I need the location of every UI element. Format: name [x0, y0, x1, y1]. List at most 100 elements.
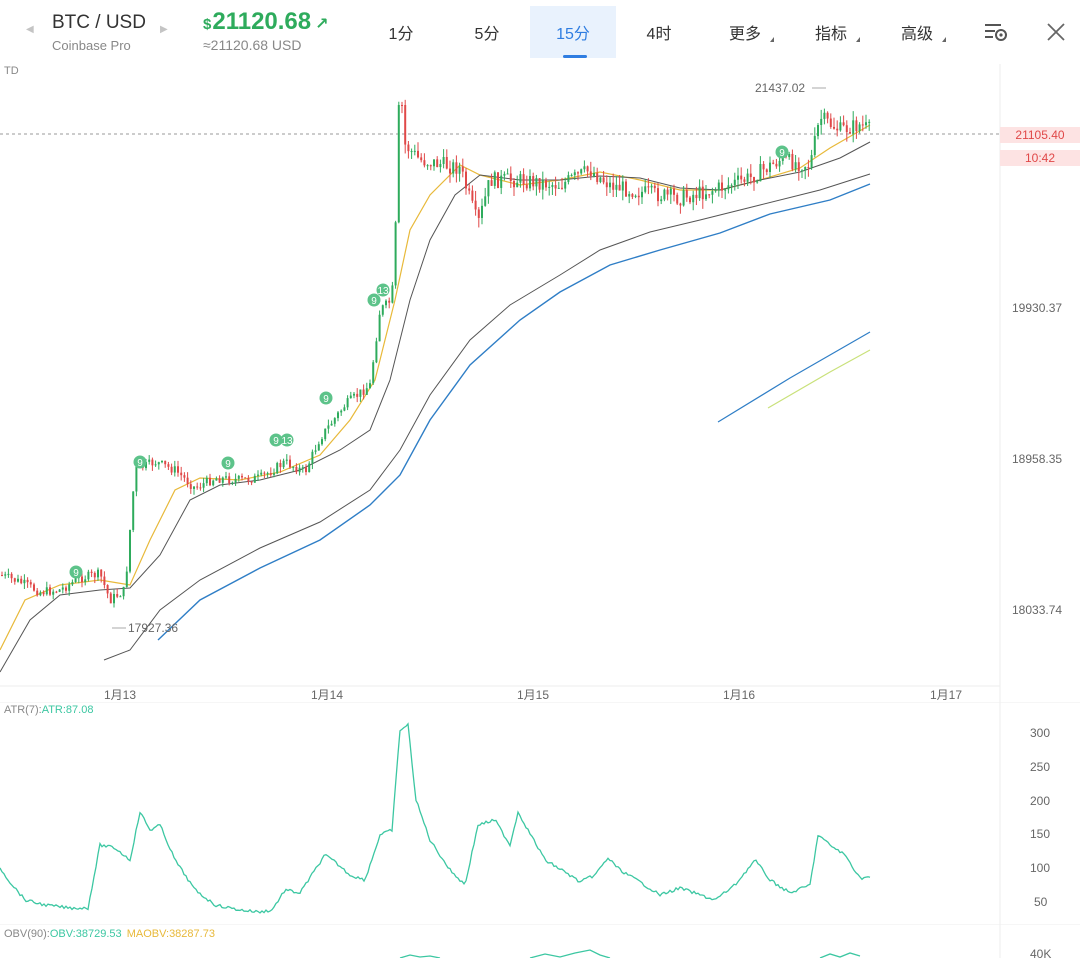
candle-body: [653, 185, 656, 189]
candle-body: [641, 191, 643, 198]
candle-body: [436, 159, 439, 168]
prev-pair-icon[interactable]: ◀: [26, 24, 34, 35]
candle-body: [177, 466, 179, 473]
candle-body: [221, 477, 224, 483]
candle-body: [295, 466, 298, 473]
candle-body: [500, 175, 503, 188]
candle-body: [205, 477, 208, 484]
candle-body: [353, 393, 355, 396]
candle-body: [231, 482, 234, 484]
candle-body: [721, 182, 723, 191]
candle-body: [125, 571, 128, 587]
candle-body: [452, 162, 455, 174]
tab-advanced[interactable]: 高级: [874, 6, 960, 58]
candle-body: [717, 182, 720, 191]
chart-settings-icon[interactable]: [982, 18, 1010, 46]
candle-body: [103, 576, 106, 586]
tab-more[interactable]: 更多: [702, 6, 788, 58]
obv-label: OBV(90):OBV:38729.53 MAOBV:38287.73: [4, 928, 215, 940]
tab-label: 15分: [556, 26, 590, 43]
candle-body: [855, 120, 858, 132]
candle-body: [343, 407, 346, 411]
atr-chart[interactable]: [0, 702, 1080, 924]
candle-body: [228, 476, 231, 484]
candle-body: [861, 124, 864, 126]
close-icon[interactable]: [1042, 18, 1070, 46]
candle-body: [698, 186, 701, 199]
candle-body: [823, 112, 826, 119]
candle-body: [490, 180, 493, 186]
candle-body: [765, 169, 768, 173]
candle-body: [244, 477, 247, 479]
candle-body: [820, 118, 823, 126]
obv-chart[interactable]: [0, 924, 1080, 958]
candle-body: [372, 362, 375, 384]
candle-body: [129, 529, 131, 572]
candle-body: [157, 462, 160, 465]
projection-line: [717, 331, 871, 423]
candle-body: [381, 305, 384, 315]
price-equivalent: ≈21120.68 USD: [203, 37, 302, 53]
candle-body: [407, 144, 410, 152]
tab-label: 更多: [728, 26, 761, 43]
candle-body: [583, 166, 586, 170]
candle-body: [724, 189, 727, 191]
candle-body: [433, 159, 435, 167]
candle-body: [202, 483, 205, 488]
candle-body: [375, 341, 378, 363]
candle-body: [817, 125, 819, 137]
candle-body: [554, 185, 557, 189]
pair-title[interactable]: BTC / USD: [52, 12, 146, 33]
candle-body: [845, 125, 848, 133]
candle-body: [215, 478, 218, 481]
header-bar: ◀ BTC / USD Coinbase Pro ▶ $ 21120.68 ↗ …: [0, 0, 1080, 64]
candle-body: [468, 188, 471, 191]
candle-body: [593, 173, 595, 177]
candle-body: [388, 300, 391, 303]
candle-body: [762, 164, 765, 170]
tab-15m[interactable]: 15分: [530, 6, 616, 58]
candle-body: [74, 578, 77, 583]
candle-body: [311, 451, 314, 464]
tab-label: 4时: [646, 26, 672, 43]
tab-4h[interactable]: 4时: [616, 6, 702, 58]
candle-body: [503, 173, 506, 176]
tab-5m[interactable]: 5分: [444, 6, 530, 58]
tab-1m[interactable]: 1分: [358, 6, 444, 58]
td-marker-count: 13: [377, 286, 389, 297]
candle-body: [260, 472, 263, 475]
candle-body: [561, 187, 563, 189]
candle-body: [535, 178, 538, 187]
dropdown-corner-icon: [770, 37, 774, 42]
obv-value: OBV:38729.53: [49, 928, 122, 940]
candle-body: [557, 187, 560, 189]
price-up-icon: ↗: [315, 16, 329, 33]
candle-body: [212, 480, 215, 486]
tab-indicators[interactable]: 指标: [788, 6, 874, 58]
candle-body: [365, 388, 368, 395]
candle-body: [778, 160, 781, 167]
candle-body: [109, 593, 112, 604]
candle-body: [509, 173, 512, 182]
atr-value: ATR:87.08: [41, 704, 94, 716]
candle-body: [189, 484, 192, 489]
candle-body: [369, 383, 371, 389]
td-marker-count: 9: [73, 568, 79, 579]
candle-body: [420, 157, 423, 161]
candle-body: [385, 300, 387, 306]
candle-body: [247, 477, 250, 482]
td-marker-count: 9: [779, 148, 785, 159]
obv-series-line: [399, 954, 441, 958]
candle-body: [305, 467, 307, 473]
td-marker: 9: [319, 391, 333, 405]
candle-body: [401, 105, 403, 106]
candle-body: [839, 122, 842, 131]
candle-body: [161, 460, 163, 463]
candle-body: [836, 128, 839, 131]
next-pair-icon[interactable]: ▶: [160, 24, 168, 35]
candle-body: [621, 181, 624, 191]
candle-body: [333, 418, 336, 424]
candle-body: [516, 182, 519, 188]
candle-body: [586, 166, 589, 172]
